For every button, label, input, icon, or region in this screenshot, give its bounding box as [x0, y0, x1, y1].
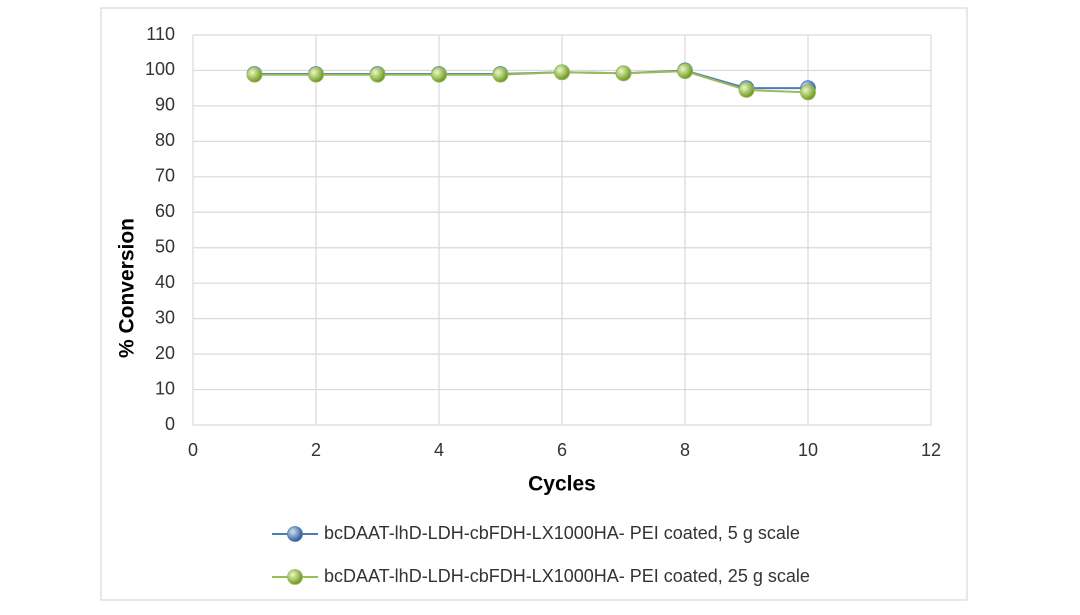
y-tick-label: 30 — [155, 307, 175, 327]
x-tick-label: 4 — [434, 440, 444, 460]
y-axis-title: % Conversion — [116, 218, 139, 358]
data-point — [800, 84, 816, 101]
y-tick-label: 10 — [155, 378, 175, 398]
legend-label: bcDAAT-lhD-LDH-cbFDH-LX1000HA- PEI coate… — [324, 523, 800, 543]
y-tick-label: 40 — [155, 272, 175, 292]
y-tick-label: 50 — [155, 236, 175, 256]
data-point — [246, 66, 263, 83]
legend-label: bcDAAT-lhD-LDH-cbFDH-LX1000HA- PEI coate… — [324, 566, 810, 586]
y-tick-label: 80 — [155, 130, 175, 150]
data-point — [738, 82, 755, 98]
x-tick-label: 0 — [188, 440, 198, 460]
data-point — [431, 66, 447, 83]
y-tick-label: 110 — [146, 24, 175, 44]
x-tick-label: 8 — [680, 440, 690, 460]
x-tick-label: 6 — [557, 440, 567, 460]
x-tick-label: 10 — [798, 440, 818, 460]
x-tick-label: 2 — [311, 440, 321, 460]
data-point — [554, 64, 570, 81]
data-point — [615, 65, 632, 82]
data-point — [677, 63, 693, 80]
legend-swatch-marker — [287, 526, 303, 542]
y-tick-label: 20 — [155, 343, 175, 363]
y-tick-label: 70 — [155, 166, 175, 186]
data-point — [369, 66, 386, 83]
series-line — [254, 70, 809, 94]
data-point — [492, 66, 509, 83]
y-tick-label: 60 — [155, 201, 175, 221]
x-axis-title: Cycles — [528, 473, 596, 496]
legend-swatch-marker — [287, 569, 303, 585]
chart-border — [100, 7, 968, 601]
y-tick-label: 0 — [165, 414, 175, 434]
y-tick-label: 90 — [155, 95, 175, 115]
x-tick-label: 12 — [921, 440, 941, 460]
y-tick-label: 100 — [145, 59, 175, 79]
data-point — [308, 66, 324, 83]
